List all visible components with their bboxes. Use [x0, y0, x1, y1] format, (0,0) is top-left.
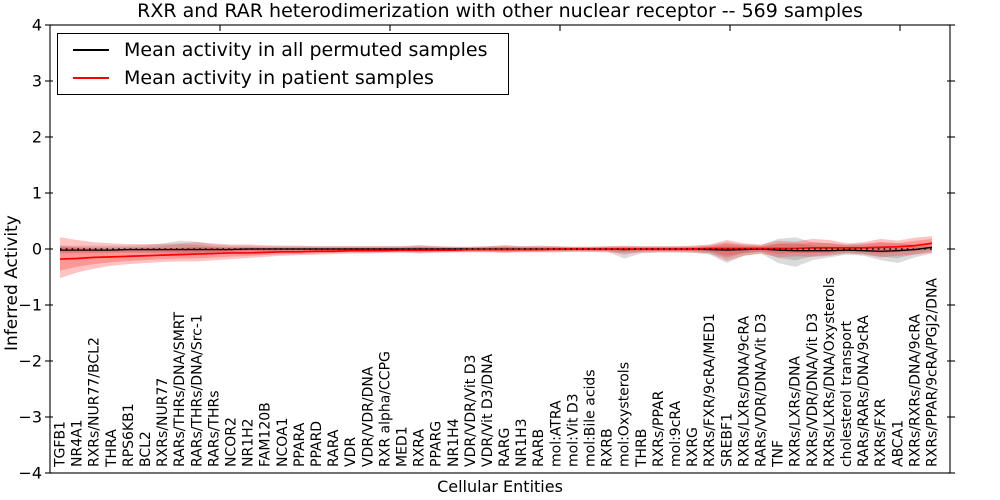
- x-tick-label: mol:Oxysterols: [617, 362, 633, 467]
- y-tick-label: −1: [18, 296, 42, 315]
- legend-label-patient: Mean activity in patient samples: [124, 66, 434, 89]
- x-tick-label: NR1H3: [514, 418, 530, 467]
- y-tick-label: 4: [32, 16, 42, 35]
- chart-title: RXR and RAR heterodimerization with othe…: [137, 0, 863, 22]
- x-tick-label: NCOR2: [223, 417, 239, 467]
- x-tick-label: TNF: [771, 440, 787, 468]
- x-tick-label: cholesterol transport: [839, 320, 855, 467]
- x-tick-label: mol:9cRA: [668, 400, 684, 467]
- x-axis-label: Cellular Entities: [437, 477, 563, 496]
- legend-label-permuted: Mean activity in all permuted samples: [124, 39, 488, 62]
- x-tick-label: RXRs/NUR77/BCL2: [87, 337, 103, 467]
- x-tick-label: RPS6KB1: [121, 403, 137, 467]
- y-axis-label: Inferred Activity: [2, 215, 22, 351]
- x-tick-label: PPARG: [429, 421, 445, 467]
- patient-band-outer: [60, 236, 932, 279]
- x-tick-label: PPARA: [292, 422, 308, 467]
- x-tick-label: SREBF1: [719, 413, 735, 467]
- x-tick-label: RXRA: [412, 429, 428, 467]
- permuted-band-inner: [60, 242, 932, 261]
- legend-item-permuted: Mean activity in all permuted samples: [73, 39, 508, 61]
- legend: Mean activity in all permuted samples Me…: [57, 33, 509, 95]
- permuted-band-outer: [60, 237, 932, 267]
- x-tick-label: mol:ATRA: [548, 400, 564, 467]
- y-tick-label: −4: [18, 464, 42, 483]
- y-tick-label: 1: [32, 184, 42, 203]
- x-tick-label: RARA: [326, 429, 342, 467]
- x-tick-label: RXRs/FXR: [873, 398, 889, 467]
- legend-item-patient: Mean activity in patient samples: [73, 67, 508, 89]
- x-tick-label: RXRs/PPAR/9cRA/PGJ2/DNA: [925, 278, 941, 467]
- x-tick-label: PPARD: [309, 421, 325, 467]
- x-tick-label: RXRs/LXRs/DNA/9cRA: [736, 316, 752, 467]
- x-tick-label: VDR/Vit D3/DNA: [480, 353, 496, 467]
- x-tick-label: BCL2: [138, 431, 154, 467]
- x-tick-label: NR1H4: [446, 418, 462, 467]
- x-tick-label: RXRB: [600, 428, 616, 467]
- y-tick-label: −2: [18, 352, 42, 371]
- x-tick-label: MED1: [394, 426, 410, 467]
- patient-band-inner: [60, 239, 932, 271]
- x-tick-label: RXRs/LXRs/DNA/Oxysterols: [822, 277, 838, 467]
- x-tick-label: TGFB1: [53, 421, 69, 468]
- x-tick-label: THRA: [104, 429, 120, 468]
- x-tick-label: NR1H2: [241, 418, 257, 467]
- x-tick-label: mol:Bile acids: [583, 369, 599, 467]
- x-tick-label: VDR/VDR/DNA: [360, 366, 376, 467]
- x-tick-label: RXRG: [685, 427, 701, 467]
- y-tick-label: 0: [32, 240, 42, 259]
- legend-line-permuted-icon: [73, 49, 109, 52]
- x-tick-label: THRB: [634, 429, 650, 468]
- x-tick-label: RARs/RARs/DNA/9cRA: [856, 315, 872, 467]
- x-tick-label: RXRs/RXRs/DNA/9cRA: [907, 314, 923, 467]
- x-tick-label: RXRs/VDR/DNA/Vit D3: [805, 313, 821, 467]
- x-tick-label: FAM120B: [258, 402, 274, 467]
- x-tick-label: VDR: [343, 437, 359, 467]
- x-tick-label: RARs/THRs/DNA/Src-1: [189, 314, 205, 467]
- x-tick-label: RARs/THRs/DNA/SMRT: [172, 311, 188, 467]
- x-tick-label: NR4A1: [70, 419, 86, 467]
- x-tick-label: RARs/VDR/DNA/Vit D3: [754, 313, 770, 467]
- x-tick-label: RARG: [497, 428, 513, 467]
- y-tick-label: 3: [32, 72, 42, 91]
- legend-line-patient-icon: [73, 76, 109, 79]
- y-tick-label: −3: [18, 408, 42, 427]
- x-tick-label: RARs/THRs: [206, 390, 222, 467]
- x-tick-label: mol:Vit D3: [565, 393, 581, 467]
- x-tick-label: RXRs/PPAR: [651, 390, 667, 467]
- x-tick-label: NCOA1: [275, 417, 291, 467]
- x-tick-label: VDR/VDR/Vit D3: [463, 355, 479, 467]
- x-tick-label: ABCA1: [890, 420, 906, 467]
- y-tick-label: 2: [32, 128, 42, 147]
- x-tick-label: RARB: [531, 429, 547, 467]
- x-tick-label: RXRs/FXR/9cRA/MED1: [702, 313, 718, 467]
- x-tick-label: RXRs/NUR77: [155, 378, 171, 467]
- x-tick-label: RXRs/LXRs/DNA: [788, 356, 804, 467]
- x-tick-label: RXR alpha/CCPG: [377, 351, 393, 467]
